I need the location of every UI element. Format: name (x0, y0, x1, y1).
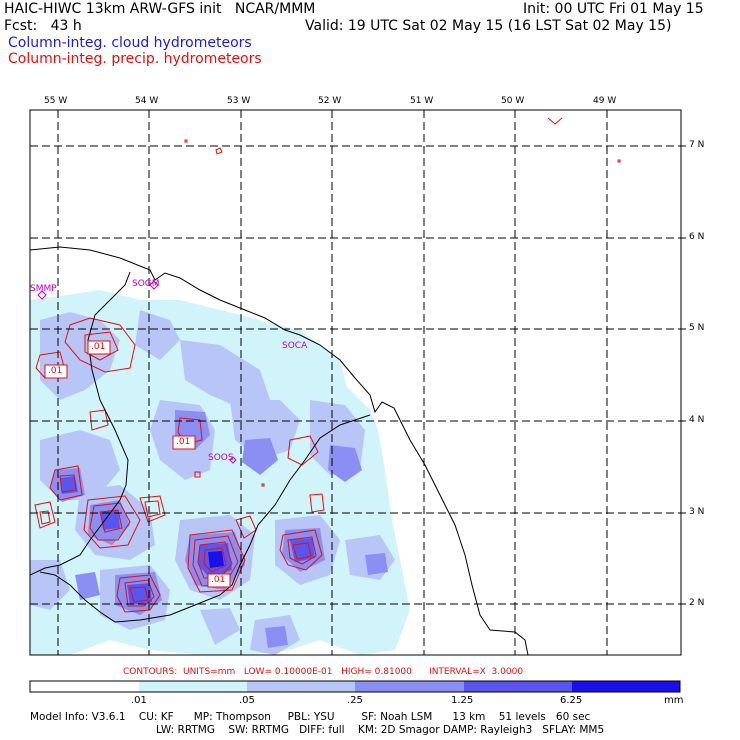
coastline (30, 246, 529, 655)
model-info-line1: Model Info: V3.6.1 CU: KF MP: Thompson P… (30, 711, 591, 723)
contour-label: .01 (48, 366, 63, 376)
lat-label: 2 N (689, 598, 705, 608)
lon-label: 54 W (135, 96, 159, 106)
precip-contours (34, 117, 621, 613)
colorbar-label: .01 (131, 695, 147, 706)
model-info-line2: LW: RRTMG SW: RRTMG DIFF: full KM: 2D Sm… (156, 724, 605, 736)
contour-label: .01 (176, 437, 191, 447)
contour-label: .01 (211, 575, 226, 585)
station-label-soos: SOOS (208, 453, 234, 463)
plot-frame (29, 109, 686, 656)
lon-label: 50 W (501, 96, 525, 106)
contour-label: .01 (91, 342, 106, 352)
lon-label: 49 W (593, 96, 617, 106)
colorbar (29, 680, 681, 693)
station-label-sogm: SOGM (132, 279, 160, 289)
colorbar-label: 6.25 (560, 695, 583, 706)
colorbar-label: .25 (347, 695, 363, 706)
lon-label: 51 W (410, 96, 434, 106)
legend-precip: Column-integ. precip. hydrometeors (8, 51, 262, 67)
contour-label-boxes (44, 340, 231, 588)
station-label-smmp: SMMP (30, 284, 57, 294)
model-title: HAIC-HIWC 13km ARW-GFS init NCAR/MMM (4, 1, 316, 17)
lat-label: 5 N (689, 323, 705, 333)
station-label-soca: SOCA (282, 341, 308, 351)
colorbar-label: 1.25 (451, 695, 474, 706)
lat-label: 7 N (689, 140, 705, 150)
lon-label: 53 W (227, 96, 251, 106)
contours-info: CONTOURS: UNITS=mm LOW= 0.10000E-01 HIGH… (123, 667, 524, 677)
legend-cloud: Column-integ. cloud hydrometeors (8, 35, 252, 51)
colorbar-label: .05 (239, 695, 255, 706)
lat-label: 3 N (689, 507, 705, 517)
lon-label: 55 W (44, 96, 68, 106)
station-markers (37, 280, 237, 464)
init-time: Init: 00 UTC Fri 01 May 15 (523, 1, 704, 17)
colorbar-units: mm (664, 695, 684, 706)
lat-lon-grid (30, 110, 681, 655)
valid-time: Valid: 19 UTC Sat 02 May 15 (16 LST Sat … (305, 18, 672, 34)
lat-label: 6 N (689, 232, 705, 242)
lat-label: 4 N (689, 415, 705, 425)
hydrometeor-fill (30, 290, 410, 655)
lon-label: 52 W (318, 96, 342, 106)
forecast-hour: Fcst: 43 h (4, 18, 82, 34)
